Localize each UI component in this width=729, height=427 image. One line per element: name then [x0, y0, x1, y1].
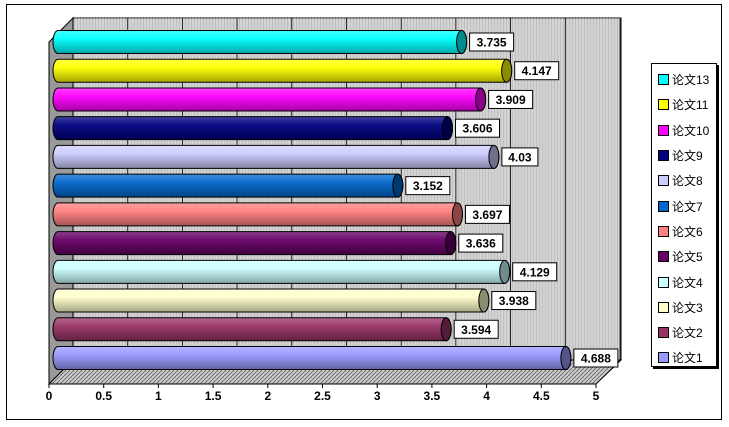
legend-item: 论文3: [658, 295, 716, 320]
bar: [52, 173, 404, 198]
x-tick-label: 4.5: [533, 389, 550, 403]
data-label-box: [454, 118, 500, 138]
data-label-box: [464, 204, 510, 224]
bar: [52, 87, 487, 112]
legend-swatch: [658, 200, 669, 212]
legend-item: 论文7: [658, 193, 716, 218]
data-label: 4.03: [508, 150, 532, 164]
legend-label: 论文6: [672, 224, 703, 239]
x-tick-label: 0.5: [95, 389, 112, 403]
data-label-box: [501, 147, 539, 167]
x-tick-label: 1.5: [205, 389, 222, 403]
legend-swatch: [658, 150, 669, 162]
data-label-box: [512, 262, 558, 282]
bar: [52, 346, 572, 370]
x-tick-label: 3: [374, 389, 381, 403]
data-label-box: [405, 176, 451, 196]
legend-label: 论文2: [672, 326, 703, 341]
legend-item: 论文6: [658, 219, 716, 244]
legend-label: 论文5: [672, 250, 703, 265]
bar: [52, 30, 468, 54]
legend-swatch: [658, 74, 669, 86]
data-label-box: [488, 89, 534, 109]
x-tick-label: 2.5: [314, 389, 331, 403]
legend-item: 论文2: [658, 320, 716, 345]
bar: [52, 231, 457, 256]
data-label: 3.938: [499, 294, 529, 308]
legend-label: 论文13: [672, 73, 710, 88]
legend-item: 论文1: [658, 345, 716, 370]
legend-swatch: [658, 175, 669, 187]
bar: [52, 144, 500, 169]
data-label-box: [573, 348, 619, 368]
data-label: 3.909: [496, 93, 526, 107]
x-tick-label: 1: [155, 389, 162, 403]
legend-swatch: [658, 276, 669, 288]
data-label: 3.606: [462, 122, 492, 136]
legend-label: 论文7: [672, 199, 703, 214]
legend-swatch: [658, 225, 669, 237]
legend-item: 论文8: [658, 168, 716, 193]
x-tick-label: 2: [264, 389, 271, 403]
legend-swatch: [658, 99, 669, 111]
x-tick-label: 0: [46, 389, 53, 403]
bar: [52, 317, 452, 342]
legend-swatch: [658, 251, 669, 263]
data-label: 3.636: [466, 237, 496, 251]
data-label: 3.735: [477, 36, 507, 50]
data-label-box: [469, 32, 515, 52]
data-label-box: [514, 61, 560, 81]
legend-swatch: [658, 327, 669, 339]
legend-item: 论文13: [658, 67, 716, 92]
legend: 论文13 论文11 论文10 论文9 论文8 论文7 论文6 论文5 论文4 论文3 论文2 论文1: [651, 63, 717, 367]
data-label: 4.688: [581, 352, 611, 366]
x-tick-label: 3.5: [424, 389, 441, 403]
bar: [52, 259, 511, 284]
data-label-box: [453, 319, 499, 339]
x-tick-label: 4: [483, 389, 490, 403]
data-label: 3.697: [472, 208, 502, 222]
legend-item: 论文5: [658, 244, 716, 269]
legend-item: 论文9: [658, 143, 716, 168]
legend-item: 论文10: [658, 118, 716, 143]
legend-item: 论文4: [658, 269, 716, 294]
bar: [52, 202, 463, 227]
data-label-box: [491, 291, 537, 311]
legend-label: 论文3: [672, 300, 703, 315]
bar: [52, 116, 453, 141]
legend-label: 论文1: [672, 351, 703, 366]
bar: [52, 58, 513, 83]
legend-label: 论文9: [672, 149, 703, 164]
data-label: 4.147: [522, 64, 552, 78]
legend-label: 论文11: [672, 98, 709, 113]
legend-swatch: [658, 301, 669, 313]
data-label: 3.594: [461, 323, 491, 337]
legend-swatch: [658, 124, 669, 136]
legend-label: 论文4: [672, 275, 703, 290]
legend-label: 论文8: [672, 174, 703, 189]
data-label: 4.129: [520, 265, 550, 279]
data-label: 3.152: [413, 179, 443, 193]
legend-swatch: [658, 352, 669, 364]
bar: [52, 288, 490, 313]
data-label-box: [458, 233, 504, 253]
x-tick-label: 5: [593, 389, 600, 403]
legend-label: 论文10: [672, 123, 710, 138]
legend-item: 论文11: [658, 92, 716, 117]
